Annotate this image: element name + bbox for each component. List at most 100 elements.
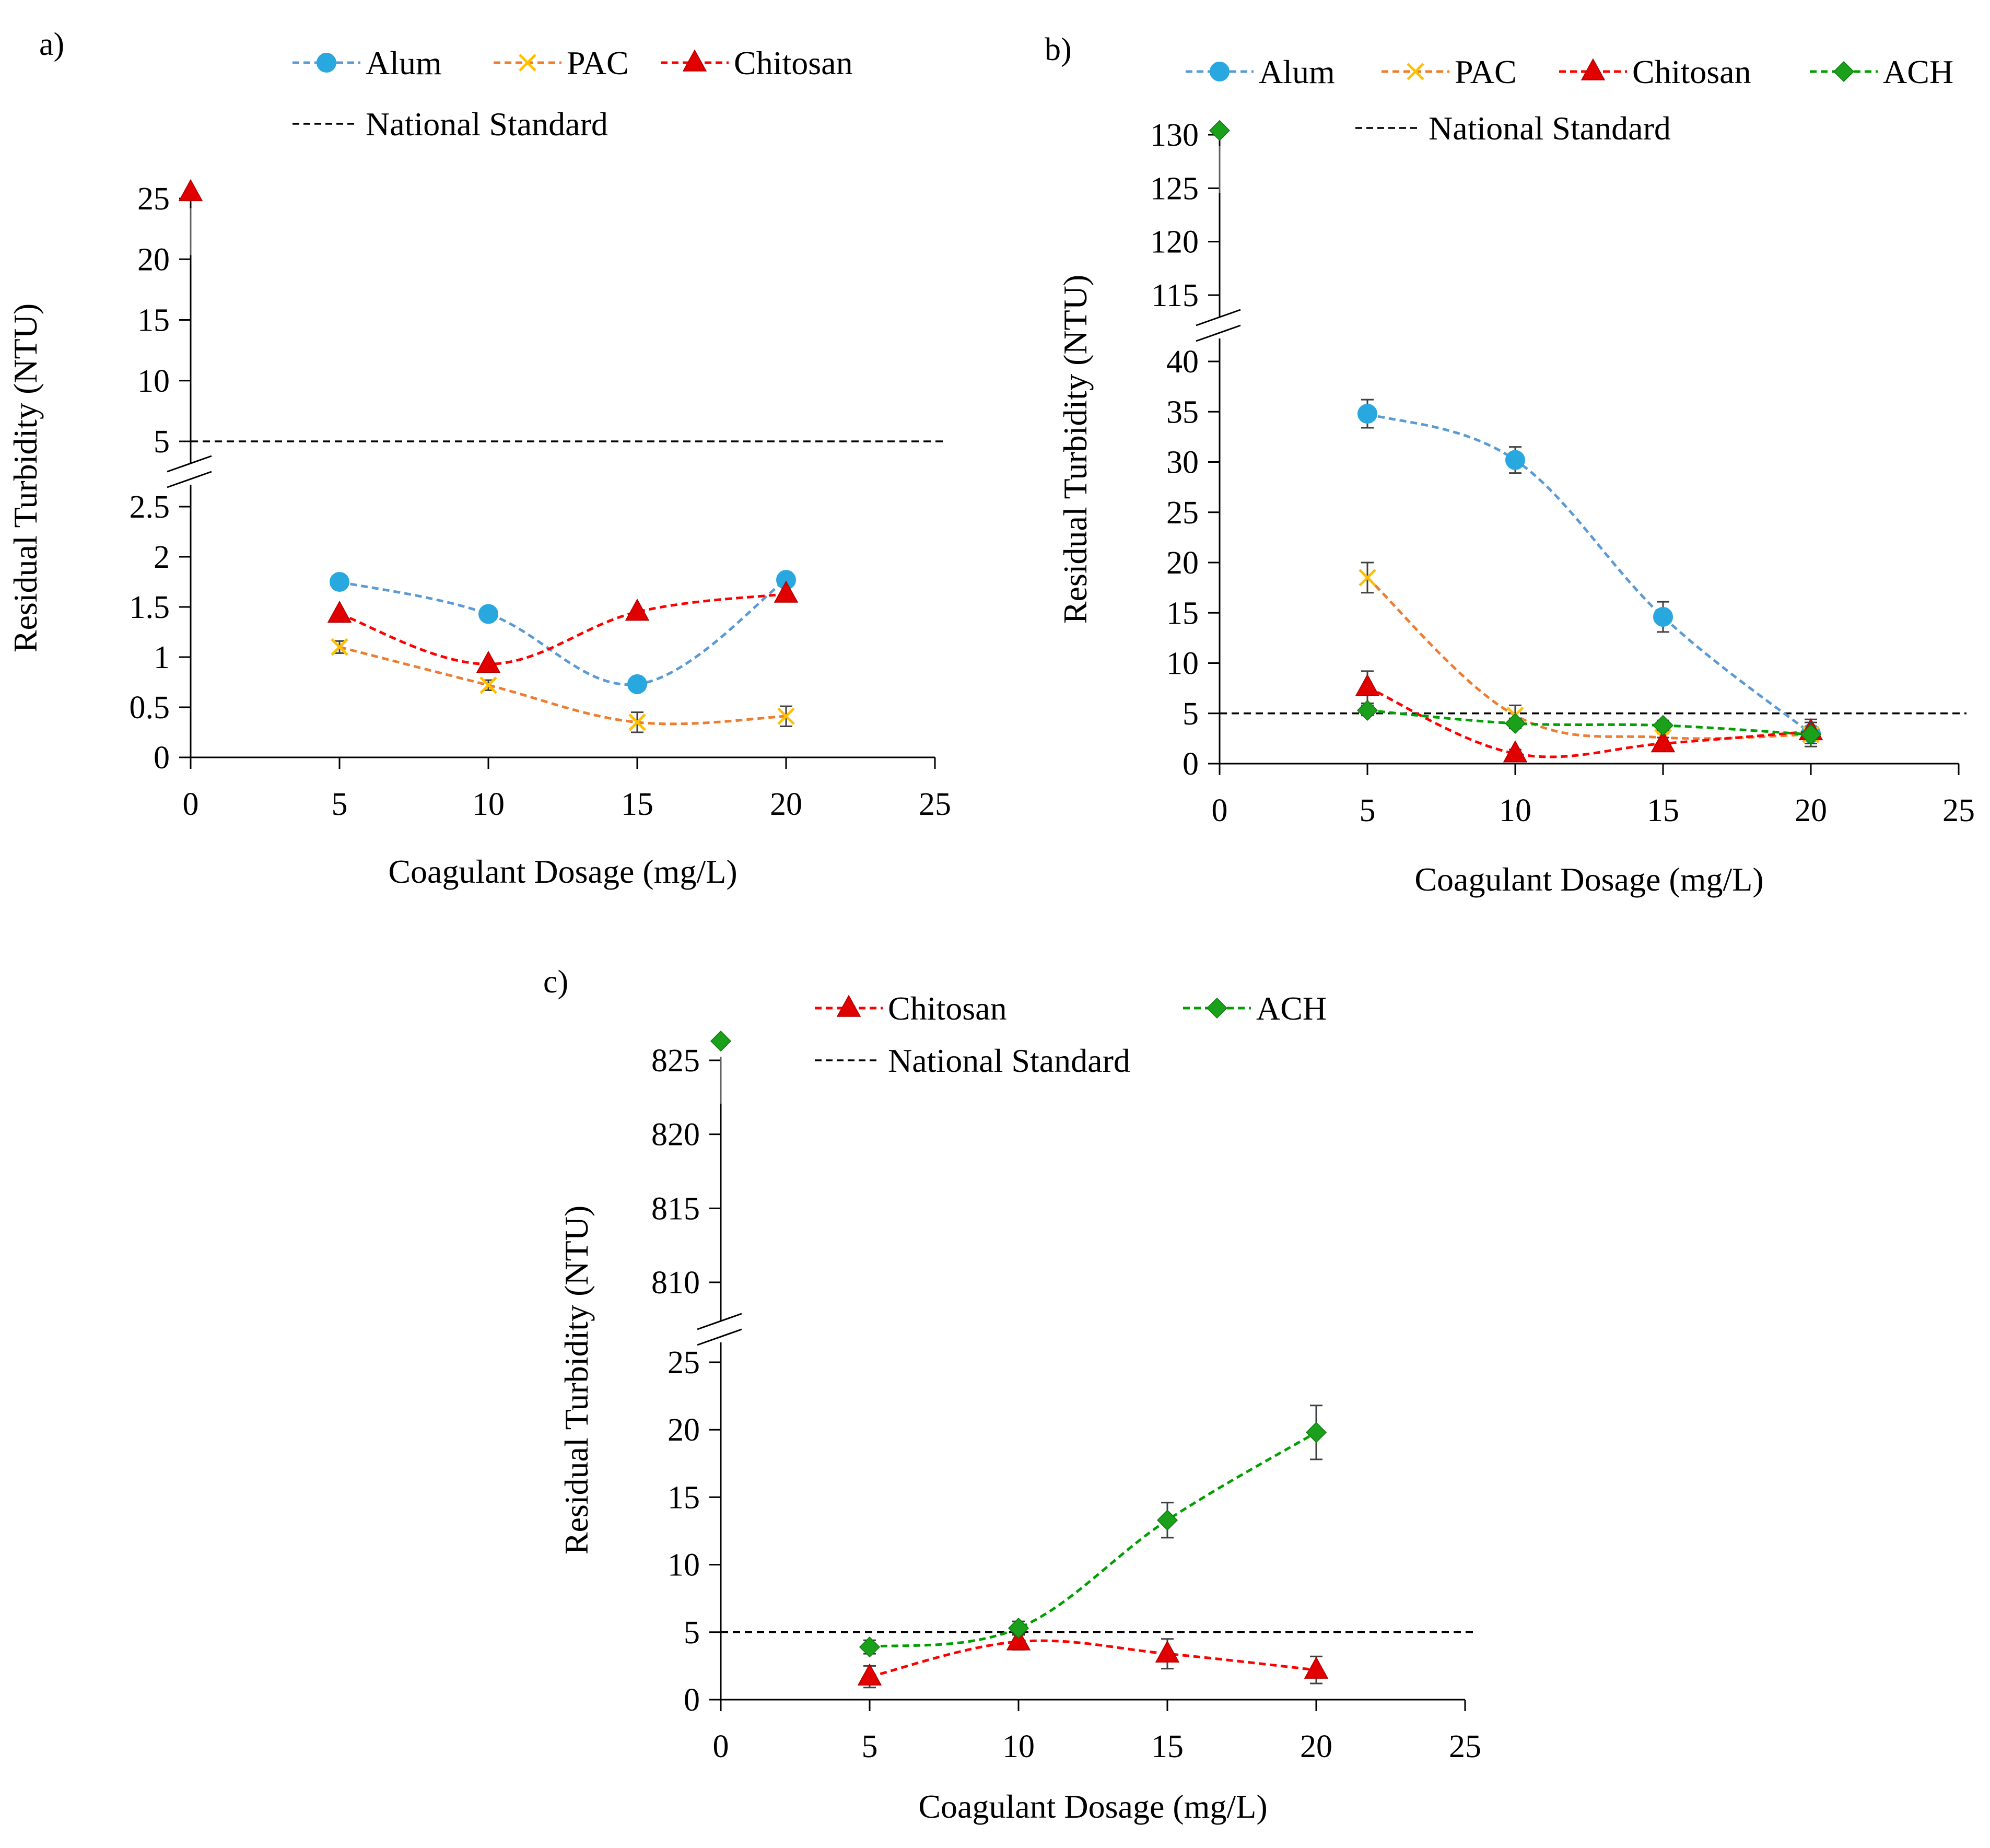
y-tick-label: 25 — [137, 181, 170, 217]
chart-panel-1: b) 0 5 10 15 20 25 0 5 10 15 20 25 30 35 40 115 120 125 130… — [1045, 32, 1975, 898]
series-line — [869, 1431, 1317, 1648]
legend-item-pac: PAC — [494, 44, 629, 81]
y-tick-label: 810 — [651, 1265, 700, 1301]
y-tick-label: 2.5 — [130, 489, 170, 525]
series-line — [869, 1639, 1317, 1678]
y-tick-label: 0 — [684, 1682, 700, 1718]
x-tick-label: 25 — [1942, 793, 1975, 828]
data-point — [1653, 606, 1673, 627]
axis-break-mark — [167, 455, 212, 488]
data-point — [1652, 715, 1674, 736]
series-ach — [1209, 120, 1822, 747]
y-tick-label: 825 — [651, 1043, 700, 1079]
y-tick-label: 130 — [1150, 118, 1199, 153]
legend-marker — [682, 49, 707, 72]
data-point — [330, 572, 349, 592]
legend-marker — [1407, 63, 1424, 80]
data-point — [479, 676, 497, 694]
x-tick-label: 20 — [770, 787, 802, 822]
series-ach — [710, 1031, 1327, 1658]
data-point — [476, 650, 501, 673]
data-point — [1503, 740, 1528, 763]
panel-label: b) — [1045, 32, 1072, 67]
x-tick-label: 5 — [862, 1729, 878, 1764]
legend-item-chitosan: Chitosan — [661, 44, 853, 81]
data-point — [1359, 569, 1376, 587]
y-tick-label: 0 — [154, 740, 170, 776]
series-alum — [330, 570, 796, 694]
data-point — [478, 604, 498, 624]
series-line — [339, 592, 787, 665]
x-tick-label: 15 — [1151, 1729, 1184, 1764]
x-tick-label: 10 — [1002, 1729, 1035, 1764]
series-line — [1366, 686, 1811, 758]
data-point — [1800, 724, 1822, 745]
y-tick-label: 10 — [137, 364, 170, 399]
x-tick-label: 0 — [713, 1729, 729, 1764]
y-tick-label: 0 — [1183, 746, 1199, 782]
data-point — [1304, 1656, 1329, 1679]
y-tick-label: 1 — [154, 640, 170, 675]
y-tick-label: 20 — [137, 242, 170, 277]
y-tick-label: 40 — [1166, 344, 1199, 380]
data-point — [627, 674, 647, 694]
y-tick-label: 0.5 — [130, 690, 170, 726]
legend-marker — [1210, 62, 1230, 81]
x-tick-label: 5 — [1360, 793, 1376, 828]
x-tick-label: 25 — [919, 787, 951, 822]
y-tick-label: 115 — [1151, 278, 1199, 313]
x-tick-label: 20 — [1795, 793, 1827, 828]
series-line — [339, 579, 787, 686]
x-tick-label: 15 — [621, 787, 653, 822]
y-tick-label: 1.5 — [130, 590, 170, 625]
y-tick-label: 30 — [1166, 445, 1199, 481]
data-point — [1209, 120, 1231, 141]
legend-item-ach: ACH — [1183, 990, 1327, 1027]
series-pac — [331, 638, 795, 733]
legend-marker — [836, 995, 861, 1017]
y-tick-label: 25 — [668, 1345, 700, 1381]
axes: 0 5 10 15 20 25 0 5 10 15 20 25 810 815 820 825 — [651, 1043, 1481, 1764]
x-axis-title: Coagulant Dosage (mg/L) — [388, 853, 737, 890]
data-point — [625, 599, 650, 621]
data-point — [1356, 699, 1378, 721]
legend-marker — [519, 54, 536, 72]
y-tick-label: 15 — [1166, 595, 1199, 631]
legend: Alum PAC Chitosan ACH National Standard — [1186, 53, 1953, 147]
y-tick-label: 25 — [1166, 495, 1199, 531]
data-point — [1505, 450, 1525, 470]
legend-label: National Standard — [1429, 110, 1671, 147]
data-point — [1355, 674, 1380, 696]
y-tick-label: 5 — [154, 424, 170, 460]
legend-label: Chitosan — [734, 44, 853, 81]
legend-item-national-standard: National Standard — [815, 1042, 1130, 1079]
x-axis-title: Coagulant Dosage (mg/L) — [1414, 861, 1763, 898]
legend-label: Alum — [1259, 53, 1335, 90]
y-tick-label: 10 — [668, 1548, 700, 1583]
legend-marker — [1581, 58, 1606, 80]
legend: Alum PAC Chitosan National Standard — [292, 44, 853, 143]
x-axis-title: Coagulant Dosage (mg/L) — [918, 1788, 1267, 1825]
data-point — [1650, 730, 1676, 753]
data-point — [1006, 1628, 1031, 1651]
series-line — [1367, 709, 1811, 736]
legend-item-national-standard: National Standard — [292, 106, 608, 143]
legend-label: National Standard — [366, 106, 608, 143]
axis-break-mark — [1196, 309, 1241, 342]
y-tick-label: 35 — [1166, 394, 1199, 430]
data-point — [628, 714, 646, 731]
data-point — [857, 1663, 882, 1686]
x-tick-label: 0 — [183, 787, 199, 822]
panel-label: c) — [543, 964, 568, 1000]
data-point — [327, 600, 352, 623]
legend-item-chitosan: Chitosan — [1559, 53, 1751, 90]
x-tick-label: 5 — [332, 787, 348, 822]
legend-label: Chitosan — [1632, 53, 1751, 90]
legend-marker — [1833, 61, 1855, 83]
series-chitosan — [178, 179, 799, 673]
data-point — [774, 580, 799, 603]
x-tick-label: 25 — [1449, 1729, 1481, 1764]
legend-marker — [1206, 997, 1228, 1019]
